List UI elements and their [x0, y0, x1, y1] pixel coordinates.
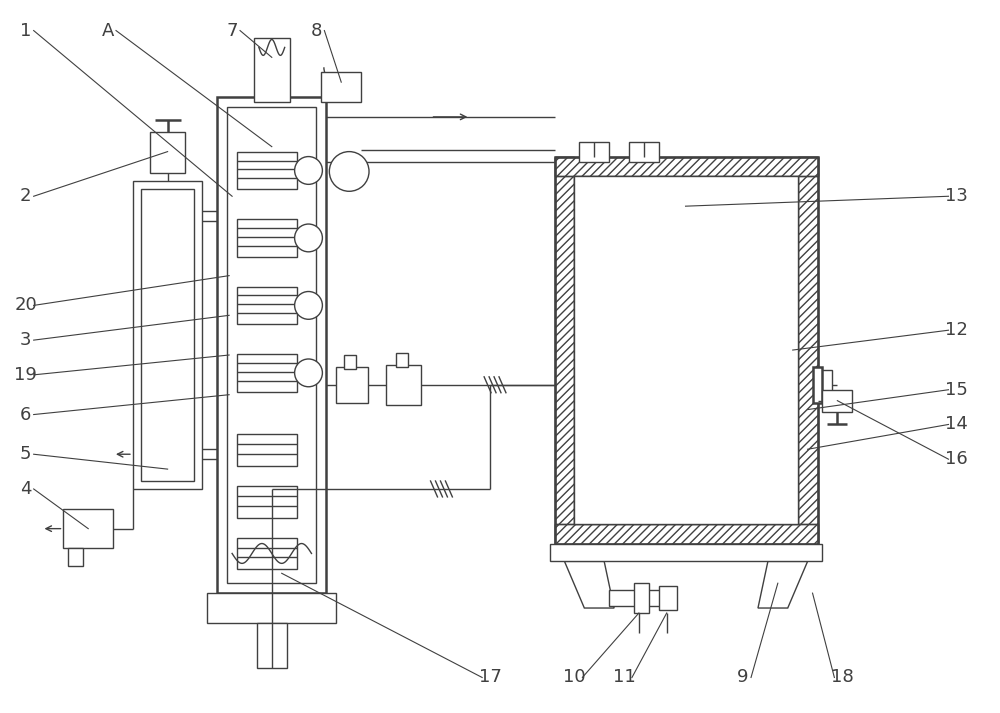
Bar: [237, 152, 297, 190]
Bar: [396, 353, 408, 367]
Text: 2: 2: [20, 188, 31, 205]
Bar: [386, 365, 421, 404]
Bar: [141, 190, 194, 481]
Bar: [254, 38, 290, 102]
Text: 6: 6: [20, 406, 31, 424]
Bar: [555, 157, 574, 543]
Bar: [609, 590, 669, 606]
Text: 3: 3: [20, 331, 31, 349]
Bar: [150, 132, 185, 173]
Text: 1: 1: [20, 21, 31, 39]
Bar: [68, 548, 83, 566]
Text: 19: 19: [14, 366, 37, 384]
Text: 8: 8: [311, 21, 322, 39]
Circle shape: [295, 292, 322, 319]
Text: 4: 4: [20, 480, 31, 498]
Bar: [555, 157, 818, 543]
Text: 16: 16: [945, 450, 968, 468]
Bar: [574, 176, 798, 523]
Bar: [634, 583, 649, 613]
Bar: [237, 219, 297, 257]
Text: 17: 17: [479, 669, 502, 687]
Bar: [63, 509, 113, 548]
Circle shape: [295, 359, 322, 386]
Text: 14: 14: [945, 416, 968, 434]
Bar: [659, 586, 677, 610]
Text: 7: 7: [226, 21, 238, 39]
Text: 11: 11: [613, 669, 635, 687]
Bar: [798, 157, 818, 543]
Bar: [555, 523, 818, 543]
Bar: [237, 486, 297, 518]
Text: 13: 13: [945, 188, 968, 205]
Bar: [217, 97, 326, 593]
Bar: [798, 157, 818, 543]
Text: 9: 9: [737, 669, 749, 687]
Polygon shape: [564, 561, 614, 608]
Circle shape: [329, 152, 369, 191]
Bar: [336, 367, 368, 403]
Bar: [555, 157, 818, 176]
Text: 15: 15: [945, 381, 968, 399]
Text: 18: 18: [831, 669, 854, 687]
Text: A: A: [102, 21, 114, 39]
Text: 12: 12: [945, 321, 968, 339]
Text: 20: 20: [14, 297, 37, 314]
Polygon shape: [758, 561, 808, 608]
Bar: [550, 543, 822, 561]
Bar: [207, 593, 336, 623]
Text: 10: 10: [563, 669, 586, 687]
Bar: [257, 623, 287, 667]
Bar: [629, 142, 659, 162]
Bar: [555, 157, 818, 176]
Bar: [237, 287, 297, 324]
Text: 5: 5: [20, 445, 31, 463]
Bar: [133, 181, 202, 489]
Bar: [818, 370, 832, 400]
Bar: [822, 390, 852, 411]
Bar: [813, 367, 822, 403]
Bar: [321, 72, 361, 102]
Bar: [555, 157, 574, 543]
Bar: [237, 354, 297, 391]
Bar: [579, 142, 609, 162]
Bar: [227, 107, 316, 583]
Bar: [555, 523, 818, 543]
Bar: [237, 538, 297, 569]
Circle shape: [295, 157, 322, 185]
Bar: [344, 355, 356, 369]
Bar: [237, 434, 297, 466]
Circle shape: [295, 224, 322, 252]
